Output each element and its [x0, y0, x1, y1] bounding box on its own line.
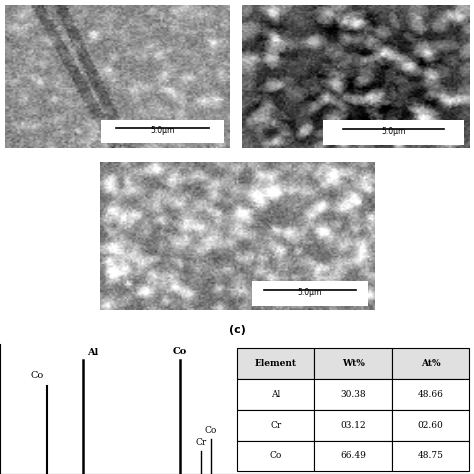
Text: (c): (c): [229, 325, 246, 335]
Bar: [323, 120, 464, 145]
Text: 5.0μm: 5.0μm: [298, 288, 322, 297]
Text: Al: Al: [87, 348, 98, 357]
Text: 5.0μm: 5.0μm: [150, 126, 174, 135]
Bar: [100, 120, 224, 143]
Text: Co: Co: [173, 346, 187, 356]
Text: (b): (b): [347, 162, 365, 173]
Text: 5.0μm: 5.0μm: [381, 127, 406, 136]
Text: (a): (a): [109, 162, 127, 173]
Bar: [252, 281, 368, 306]
Text: Co: Co: [205, 426, 217, 435]
Text: Cr: Cr: [196, 438, 207, 447]
Text: Co: Co: [30, 372, 44, 381]
